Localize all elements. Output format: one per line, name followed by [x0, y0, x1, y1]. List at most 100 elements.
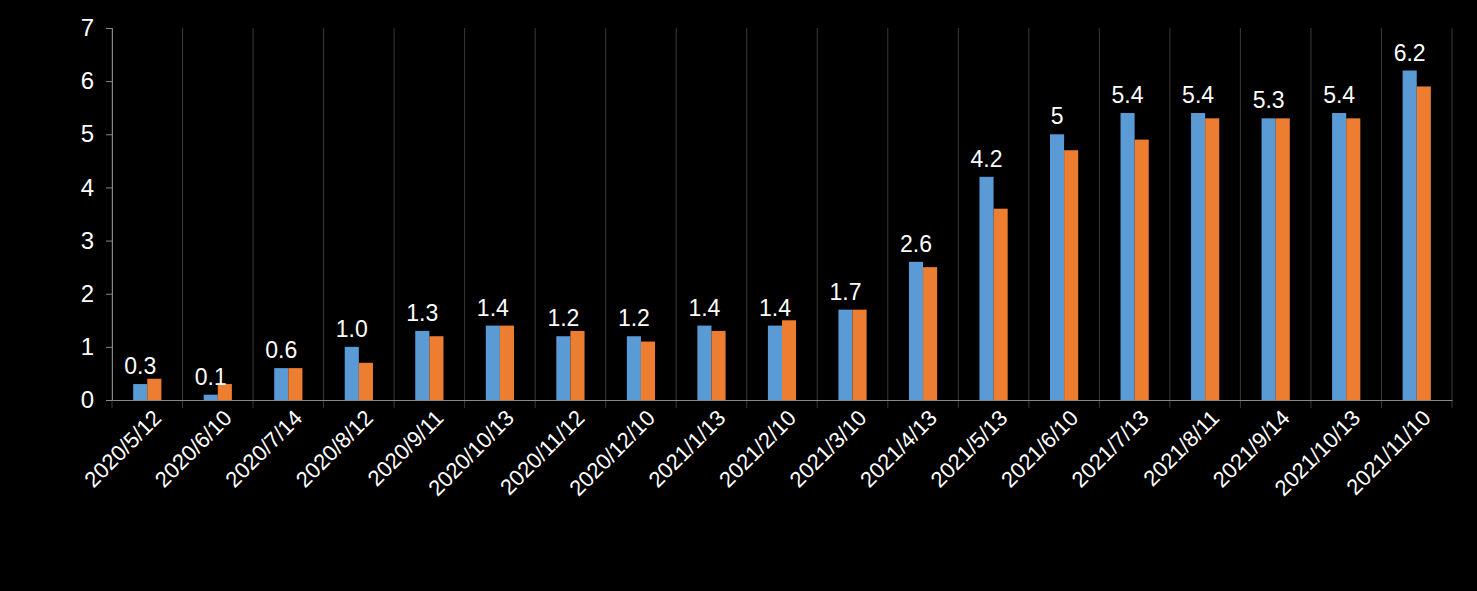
bar	[133, 384, 147, 400]
chart: 0 1 2 3 4 5 6 7 2020/5/122020/6/102020/7/142020/…	[0, 0, 1477, 591]
data-label: 5.4	[1112, 82, 1144, 108]
grid-line	[1452, 28, 1453, 408]
series	[133, 71, 1417, 400]
y-tick-mark	[106, 81, 112, 82]
y-axis: 0 1 2 3 4 5 6 7	[81, 14, 113, 413]
bar	[697, 326, 711, 400]
y-tick-label: 5	[81, 120, 94, 147]
grid-line	[323, 28, 324, 408]
grid-line	[394, 28, 395, 408]
x-axis: 2020/5/122020/6/102020/7/142020/8/122020…	[79, 400, 1452, 501]
bar	[1417, 86, 1431, 400]
grid	[112, 28, 1452, 408]
y-tick-mark	[106, 241, 112, 242]
plot: 0 1 2 3 4 5 6 7 2020/5/122020/6/102020/7/142020/…	[79, 14, 1452, 501]
x-tick: 2020/8/12	[291, 400, 378, 492]
bar	[627, 336, 641, 400]
bar	[641, 342, 655, 400]
data-label: 1.4	[759, 295, 791, 321]
grid-line	[182, 28, 183, 408]
grid-line	[958, 28, 959, 408]
bar	[1276, 118, 1290, 400]
bar	[415, 331, 429, 400]
bar	[768, 326, 782, 400]
bar	[359, 363, 373, 400]
grid-line	[1028, 28, 1029, 408]
bar	[345, 347, 359, 400]
data-label: 1.0	[336, 316, 368, 342]
bar	[1064, 150, 1078, 400]
bar	[1262, 118, 1276, 400]
data-label: 5.4	[1323, 82, 1355, 108]
bar	[570, 331, 584, 400]
grid-line	[1381, 28, 1382, 408]
y-tick: 3	[81, 227, 112, 254]
y-tick-label: 3	[81, 227, 94, 254]
x-tick-label: 2021/7/13	[1067, 405, 1154, 492]
data-label: 1.4	[688, 295, 720, 321]
x-tick: 2021/7/13	[1067, 400, 1154, 492]
x-tick-label: 2020/8/12	[291, 405, 378, 492]
background	[0, 0, 1477, 591]
data-label: 1.7	[829, 279, 861, 305]
grid-line	[1310, 28, 1311, 408]
grid-line	[887, 28, 888, 408]
bar	[429, 336, 443, 400]
x-tick: 2020/12/10	[564, 400, 660, 501]
data-label: 0.3	[124, 353, 156, 379]
data-label: 0.6	[265, 337, 297, 363]
x-axis-line	[113, 400, 1453, 401]
data-label: 1.3	[406, 300, 438, 326]
grid-line	[253, 28, 254, 408]
bar	[1135, 140, 1149, 400]
grid-line	[1240, 28, 1241, 408]
bar	[486, 326, 500, 400]
data-label: 0.1	[195, 364, 227, 390]
data-label: 6.2	[1394, 40, 1426, 66]
data-label: 1.2	[547, 305, 579, 331]
y-tick-mark	[106, 28, 112, 29]
data-label: 1.2	[618, 305, 650, 331]
bar	[711, 331, 725, 400]
grid-line	[676, 28, 677, 408]
bar	[979, 177, 993, 400]
bar	[1191, 113, 1205, 400]
y-tick: 4	[81, 174, 112, 201]
bar	[1205, 118, 1219, 400]
grid-line	[464, 28, 465, 408]
x-tick: 2021/11/10	[1341, 400, 1435, 500]
bar	[923, 267, 937, 400]
y-tick-label: 7	[81, 14, 94, 41]
data-label: 5.3	[1253, 87, 1285, 113]
bar	[1346, 118, 1360, 400]
grid-line	[817, 28, 818, 408]
grid-line	[746, 28, 747, 408]
y-tick-mark	[106, 294, 112, 295]
y-tick: 7	[81, 14, 112, 41]
y-tick: 5	[81, 120, 112, 147]
bar	[274, 368, 288, 400]
bar	[204, 395, 218, 400]
grid-line	[1169, 28, 1170, 408]
bar	[782, 320, 796, 400]
grid-line	[1099, 28, 1100, 408]
bars	[133, 71, 1431, 400]
bar	[147, 379, 161, 400]
bar	[1121, 113, 1135, 400]
bar	[1403, 71, 1417, 400]
y-tick-mark	[106, 187, 112, 188]
grid-line	[535, 28, 536, 408]
grid-line	[605, 28, 606, 408]
y-tick-mark	[106, 400, 112, 401]
bar	[909, 262, 923, 400]
data-labels: 0.30.10.61.01.31.41.21.21.41.41.72.64.25…	[124, 40, 1425, 390]
bar	[1050, 134, 1064, 400]
series	[147, 86, 1431, 400]
x-tick-label: 2021/11/10	[1341, 405, 1435, 499]
y-tick: 0	[81, 386, 112, 413]
y-tick-mark	[106, 134, 112, 135]
y-tick-label: 1	[81, 333, 94, 360]
y-tick: 6	[81, 67, 112, 94]
bar	[1332, 113, 1346, 400]
y-tick: 2	[81, 280, 112, 307]
